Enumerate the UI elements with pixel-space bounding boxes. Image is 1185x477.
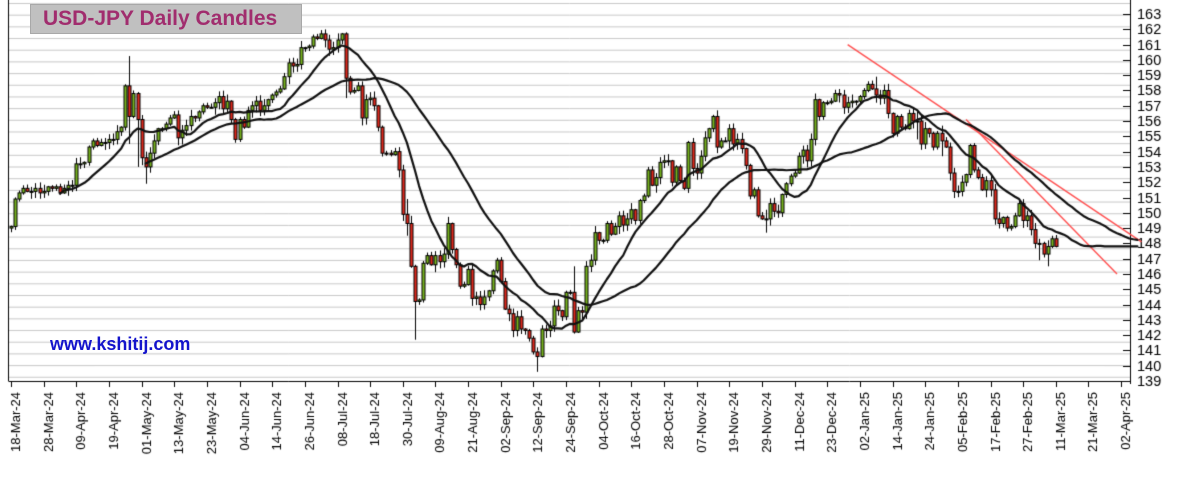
watermark-link[interactable]: www.kshitij.com [50, 334, 191, 354]
chart-title: USD-JPY Daily Candles [30, 4, 302, 34]
